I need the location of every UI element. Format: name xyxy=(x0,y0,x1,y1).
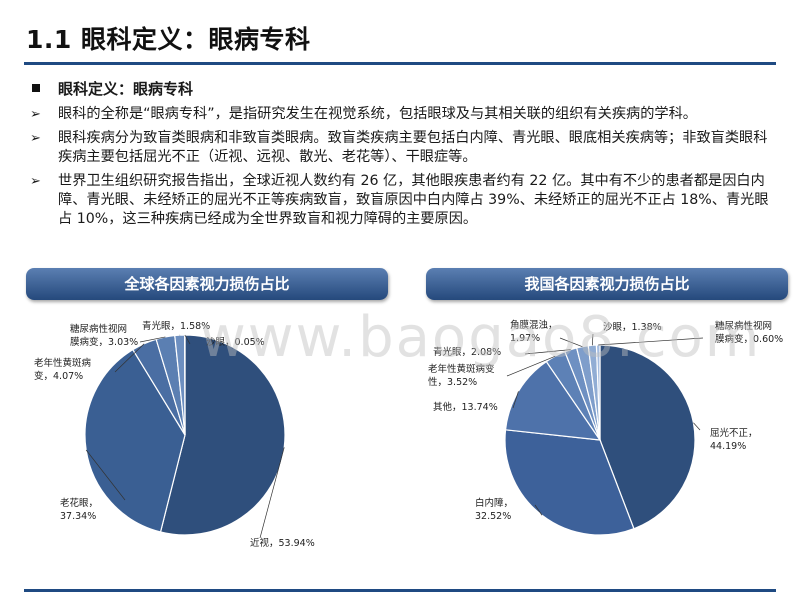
arrow-bullet-icon: ➢ xyxy=(30,107,41,122)
bullet-text: 眼科的全称是“眼病专科”，是指研究发生在视觉系统，包括眼球及与其相关联的组织有关… xyxy=(58,106,697,122)
slice-label: 老花眼， xyxy=(60,497,98,509)
slice-label: 变，4.07% xyxy=(34,370,83,382)
slice-label: 32.52% xyxy=(475,511,511,522)
pie-chart-china: 屈光不正， 44.19% 白内障， 32.52% 其他，13.74% 老年性黄斑病变性，3… xyxy=(428,319,783,536)
slice-label: 37.34% xyxy=(60,511,96,522)
slice-label: 屈光不正， xyxy=(710,427,758,439)
chart-title-china: 我国各因素视力损伤占比 xyxy=(426,268,788,300)
slice-label: 近视，53.94% xyxy=(250,537,315,549)
leader-line xyxy=(524,349,571,355)
leader-line xyxy=(512,391,519,409)
slice-label: 老年性黄斑病 xyxy=(34,357,92,369)
arrow-bullet-icon: ➢ xyxy=(30,131,41,146)
slice-label: 沙眼，1.38% xyxy=(603,322,662,333)
square-bullet-icon xyxy=(32,84,40,92)
slice-label: 老年性黄斑病变 xyxy=(428,363,495,375)
section-heading-text: 眼科定义：眼病专科 xyxy=(58,80,194,98)
bullet-text: 世界卫生组织研究报告指出，全球近视人数约有 26 亿，其他眼疾患者约有 22 亿… xyxy=(58,173,769,227)
chart-title-global: 全球各因素视力损伤占比 xyxy=(26,268,388,300)
leader-line xyxy=(559,337,583,347)
bullet-text: 眼科疾病分为致盲类眼病和非致盲类眼病。致盲类疾病主要包括白内障、青光眼、眼底相关… xyxy=(58,130,768,165)
slice-label: 膜病变，3.03% xyxy=(70,336,138,348)
leader-line xyxy=(184,334,191,345)
section-heading: 眼科定义：眼病专科 xyxy=(30,80,780,99)
slice-label: 青光眼，2.08% xyxy=(433,346,501,358)
leader-line xyxy=(693,422,701,431)
arrow-bullet-icon: ➢ xyxy=(30,174,41,189)
bullet-item: ➢ 眼科疾病分为致盲类眼病和非致盲类眼病。致盲类疾病主要包括白内障、青光眼、眼底… xyxy=(30,129,780,167)
pie-chart-global: 近视，53.94% 老花眼， 37.34% 老年性黄斑病变，4.07% 糖尿病性视网膜病… xyxy=(34,320,315,549)
slice-label: 沙眼，0.05% xyxy=(206,337,265,348)
leader-line xyxy=(534,504,543,516)
bullet-item: ➢ 世界卫生组织研究报告指出，全球近视人数约有 26 亿，其他眼疾患者约有 22… xyxy=(30,172,780,229)
leader-line xyxy=(114,343,145,373)
bottom-divider xyxy=(24,589,776,592)
slice-label: 青光眼，1.58% xyxy=(142,320,210,332)
bullet-item: ➢ 眼科的全称是“眼病专科”，是指研究发生在视觉系统，包括眼球及与其相关联的组织… xyxy=(30,105,780,124)
slice-label: 糖尿病性视网 xyxy=(715,320,772,332)
leader-line xyxy=(591,333,594,346)
slice-label: 角膜混浊， xyxy=(510,319,558,331)
slice-label: 性，3.52% xyxy=(428,376,477,388)
leader-line xyxy=(506,355,556,377)
title-divider xyxy=(24,62,776,65)
pie-slice xyxy=(599,344,696,530)
content-section: 眼科定义：眼病专科 ➢ 眼科的全称是“眼病专科”，是指研究发生在视觉系统，包括眼… xyxy=(30,80,780,234)
leader-line xyxy=(85,449,126,501)
slice-label: 44.19% xyxy=(710,441,746,452)
slice-label: 膜病变，0.60% xyxy=(715,333,783,345)
slice-label: 糖尿病性视网 xyxy=(70,323,127,335)
leader-line xyxy=(259,447,285,539)
page-title: 1.1 眼科定义：眼病专科 xyxy=(26,25,311,54)
slice-label: 白内障， xyxy=(475,497,513,509)
leader-line xyxy=(598,337,704,346)
leader-line xyxy=(139,336,166,343)
slice-label: 1.97% xyxy=(510,333,540,344)
slice-label: 其他，13.74% xyxy=(433,401,498,413)
